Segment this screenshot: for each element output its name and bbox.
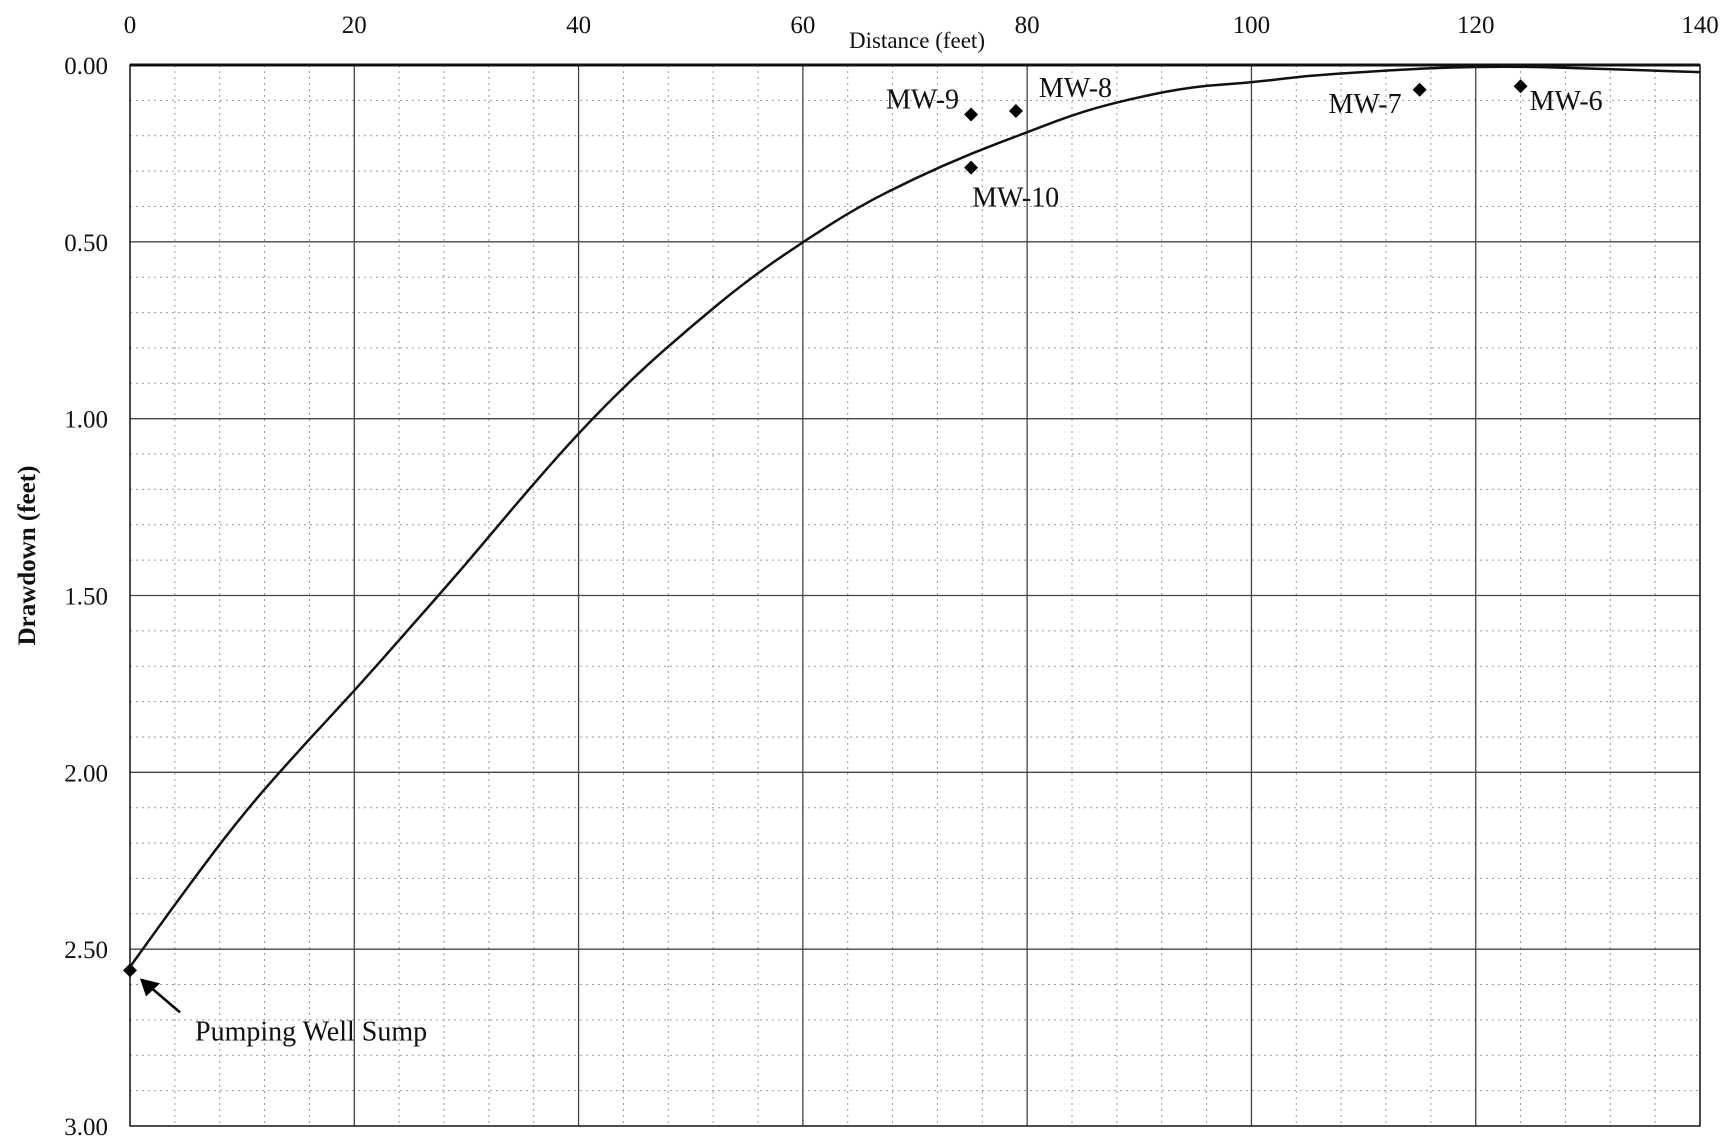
- point-label-mw-6: MW-6: [1530, 86, 1603, 117]
- drawdown-curve: [128, 65, 1701, 968]
- x-tick-label: 0: [124, 12, 137, 39]
- y-tick-label: 0.00: [64, 53, 108, 80]
- point-label-mw-8: MW-8: [1039, 73, 1112, 104]
- point-mw-9: [964, 107, 979, 122]
- y-tick-label: 0.50: [64, 230, 108, 257]
- arrow-head: [140, 978, 160, 997]
- y-tick-label: 2.50: [64, 937, 108, 964]
- point-label-pumping-well-sump: Pumping Well Sump: [195, 1016, 427, 1047]
- y-tick-label: 1.50: [64, 584, 108, 611]
- x-tick-label: 120: [1457, 12, 1495, 39]
- x-axis-title: Distance (feet): [849, 28, 985, 53]
- point-mw-10: [964, 160, 979, 175]
- y-tick-label: 3.00: [64, 1114, 108, 1139]
- point-mw-7: [1412, 82, 1427, 97]
- x-tick-labels: 0 20 40 60 80 100 120 140: [124, 12, 1719, 39]
- sump-arrow: [140, 978, 181, 1014]
- y-tick-label: 2.00: [64, 760, 108, 787]
- x-tick-label: 20: [342, 12, 367, 39]
- point-label-mw-9: MW-9: [886, 85, 959, 116]
- point-label-mw-7: MW-7: [1329, 89, 1402, 120]
- data-points: Pumping Well Sump MW-9 MW-8 MW-10 MW-7 MW-6: [123, 73, 1603, 1047]
- plot-area: [129, 63, 1701, 1127]
- point-mw-6: [1513, 79, 1528, 94]
- y-tick-label: 1.00: [64, 407, 108, 434]
- x-tick-label: 80: [1015, 12, 1040, 39]
- x-tick-label: 100: [1233, 12, 1271, 39]
- x-tick-label: 60: [790, 12, 815, 39]
- y-tick-labels: 0.00 0.50 1.00 1.50 2.00 2.50 3.00: [64, 53, 108, 1139]
- x-tick-label: 140: [1681, 12, 1719, 39]
- y-axis-title: Drawdown (feet): [14, 466, 41, 646]
- x-tick-label: 40: [566, 12, 591, 39]
- point-mw-8: [1008, 103, 1023, 118]
- point-pumping-well-sump: [123, 963, 137, 978]
- minor-gridlines: [130, 65, 1700, 1126]
- point-label-mw-10: MW-10: [972, 183, 1059, 214]
